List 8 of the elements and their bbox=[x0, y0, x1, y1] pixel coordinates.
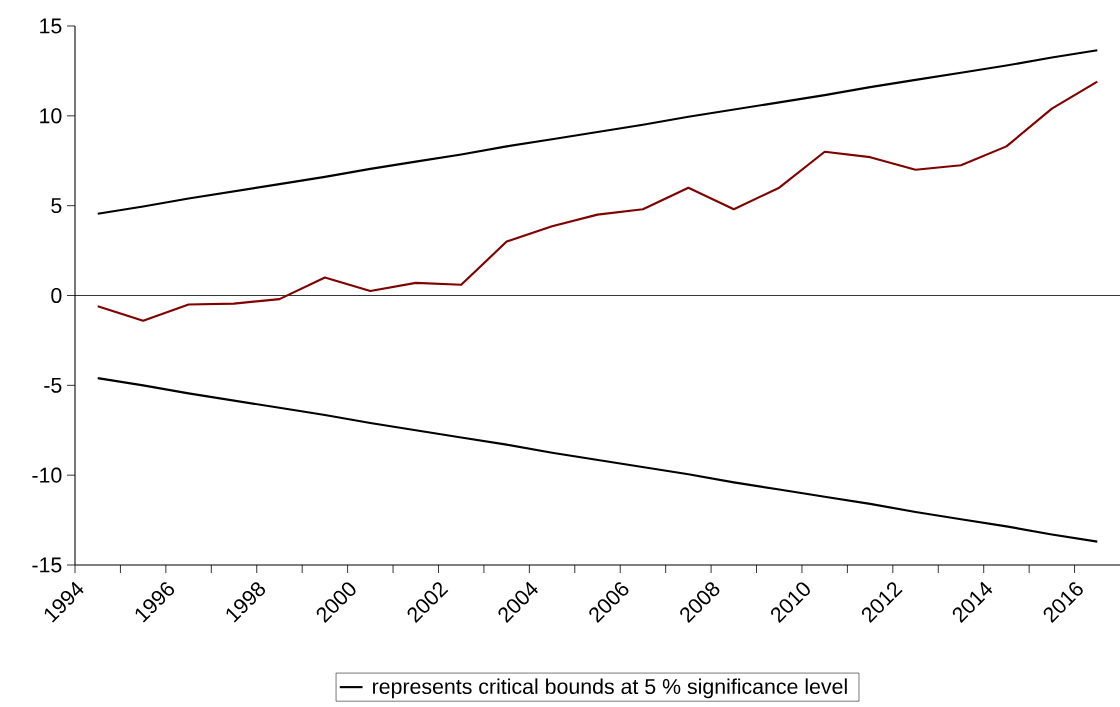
y-tick-label: 10 bbox=[40, 108, 62, 124]
y-tick-label: -10 bbox=[32, 467, 62, 483]
y-tick-label: -5 bbox=[44, 377, 62, 393]
y-tick-label: -15 bbox=[32, 557, 62, 573]
y-tick-label: 5 bbox=[51, 198, 62, 214]
legend-label: represents critical bounds at 5 % significance level bbox=[373, 678, 847, 699]
y-tick-label: 0 bbox=[51, 287, 62, 304]
y-tick-label: 15 bbox=[40, 18, 62, 34]
